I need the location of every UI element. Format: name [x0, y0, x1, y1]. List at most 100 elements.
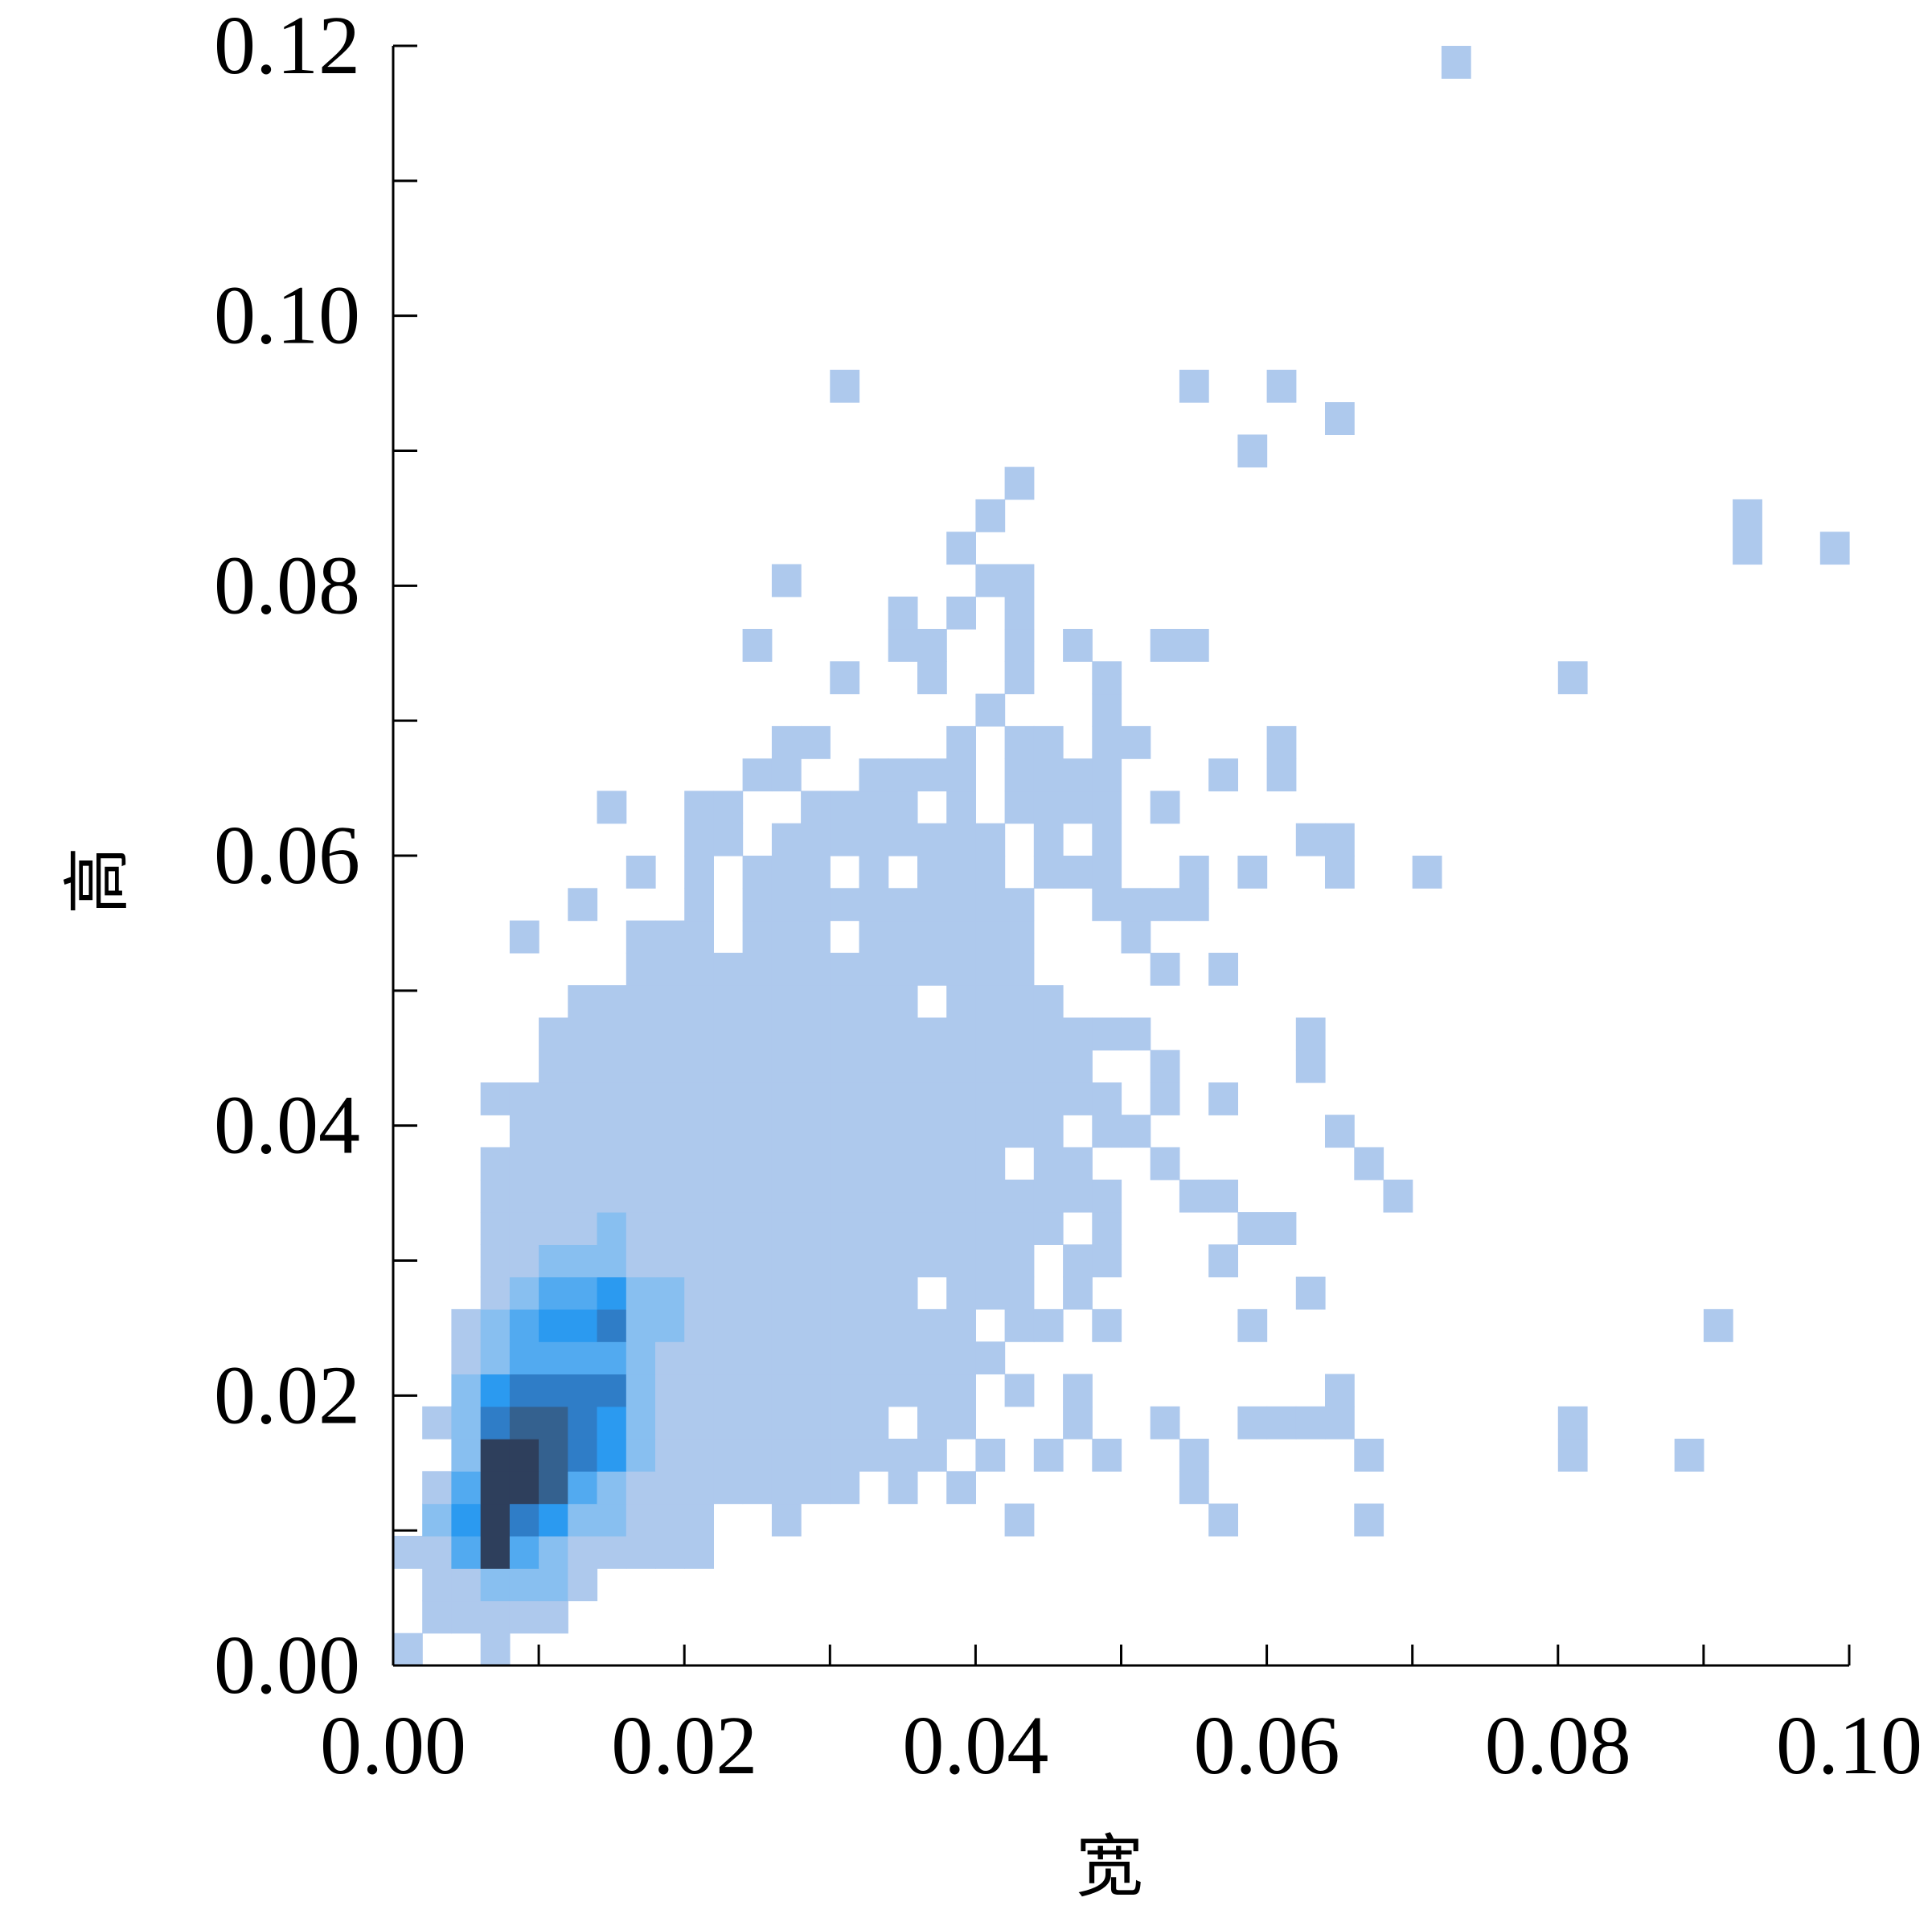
heatmap-cell [539, 1179, 568, 1213]
heatmap-cell [742, 856, 773, 889]
heatmap-cell [480, 1406, 511, 1440]
heatmap-cell [1004, 758, 1035, 792]
heatmap-cell [801, 1212, 831, 1245]
heatmap-cell [917, 1244, 947, 1278]
heatmap-cell [801, 791, 831, 824]
heatmap-cell [946, 1179, 976, 1213]
ticks: 0.00 0.02 0.04 0.06 0.08 0.10 0.00 0.02 0.04 0.06… [214, 0, 1922, 1792]
heatmap-cell [1033, 1179, 1064, 1213]
heatmap-cell [684, 823, 714, 856]
heatmap-cell [597, 1406, 627, 1440]
heatmap-cell [801, 1179, 831, 1213]
heatmap-cell [1150, 629, 1180, 662]
heatmap-cell [509, 1244, 539, 1278]
heatmap-cell [684, 1439, 714, 1472]
heatmap-cell [539, 1374, 568, 1407]
heatmap-cell [1295, 1276, 1326, 1310]
heatmap-cell [1004, 1115, 1035, 1148]
heatmap-cell [655, 1535, 685, 1569]
heatmap-cell [917, 1115, 947, 1148]
heatmap-cell [1237, 1212, 1268, 1245]
y-tick-label: 0.00 [214, 1619, 360, 1711]
heatmap-cell [1092, 1017, 1122, 1051]
heatmap-cell [771, 1115, 802, 1148]
heatmap-cell [1004, 920, 1035, 954]
heatmap-cell [975, 693, 1006, 727]
heatmap-cell [597, 1308, 627, 1342]
heatmap-cell [655, 1341, 685, 1375]
heatmap-cell [888, 920, 918, 954]
heatmap-cell [1208, 1244, 1238, 1278]
heatmap-cell [539, 1406, 568, 1440]
heatmap-cell [917, 1341, 947, 1375]
heatmap-cell [801, 823, 831, 856]
heatmap-cell [742, 952, 773, 986]
heatmap-cell [1004, 952, 1035, 986]
heatmap-cell [597, 1503, 627, 1537]
heatmap-cell [509, 1439, 539, 1472]
heatmap-cell [539, 1017, 568, 1051]
heatmap-cell [684, 888, 714, 922]
heatmap-cell [975, 823, 1006, 856]
heatmap-cell [742, 1212, 773, 1245]
heatmap-cell [422, 1535, 452, 1569]
heatmap-cell [480, 1600, 511, 1634]
heatmap-cell [626, 856, 656, 889]
heatmap-cell [568, 1439, 598, 1472]
heatmap-cell [1179, 369, 1209, 403]
heatmap-cell [684, 1471, 714, 1505]
heatmap-cell [1004, 1308, 1035, 1342]
heatmap-cell [1004, 1017, 1035, 1051]
heatmap-cell [1033, 1439, 1064, 1472]
heatmap-cell [539, 1147, 568, 1181]
heatmap-cell [771, 823, 802, 856]
heatmap-cell [888, 1147, 918, 1181]
heatmap-cell [771, 985, 802, 1018]
heatmap-cell [597, 1147, 627, 1181]
heatmap-cell [801, 1049, 831, 1083]
heatmap-cell [917, 1308, 947, 1342]
heatmap-cell [1092, 1244, 1122, 1278]
heatmap-cell [626, 1115, 656, 1148]
heatmap-cell [597, 1374, 627, 1407]
heatmap-cell [1092, 1439, 1122, 1472]
heatmap-cell [946, 823, 976, 856]
heatmap-cell [509, 1179, 539, 1213]
heatmap-cell [1033, 1212, 1064, 1245]
heatmap-cell [713, 1374, 744, 1407]
heatmap-cell [1295, 1049, 1326, 1083]
heatmap-cell [539, 1439, 568, 1472]
heatmap-cell [946, 1244, 976, 1278]
heatmap-cell [480, 1276, 511, 1310]
heatmap-cell [713, 823, 744, 856]
heatmap-cell [568, 985, 598, 1018]
heatmap-cell [859, 1212, 889, 1245]
heatmap-cell [655, 1406, 685, 1440]
heatmap-cell [626, 1439, 656, 1472]
heatmap-cell [975, 499, 1006, 532]
heatmap-cell [597, 1341, 627, 1375]
heatmap-cell [1092, 856, 1122, 889]
heatmap-cell [859, 1049, 889, 1083]
heatmap-cell [1121, 725, 1151, 759]
heatmap-cell [742, 1147, 773, 1181]
heatmap-cell [509, 1212, 539, 1245]
heatmap-cell [742, 629, 773, 662]
heatmap-cell [1033, 1017, 1064, 1051]
heatmap-cell [597, 1471, 627, 1505]
heatmap-cell [1063, 856, 1093, 889]
heatmap-cell [1004, 888, 1035, 922]
heatmap-cell [597, 1535, 627, 1569]
heatmap-cell [771, 1374, 802, 1407]
heatmap-cell [975, 952, 1006, 986]
x-tick-label: 0.02 [611, 1699, 757, 1792]
heatmap-cell [626, 920, 656, 954]
heatmap-cell [1237, 434, 1268, 468]
heatmap-cell [684, 985, 714, 1018]
heatmap-cell [1033, 1147, 1064, 1181]
heatmap-cell [713, 985, 744, 1018]
heatmap-cell [509, 1082, 539, 1115]
heatmap-cell [946, 1115, 976, 1148]
